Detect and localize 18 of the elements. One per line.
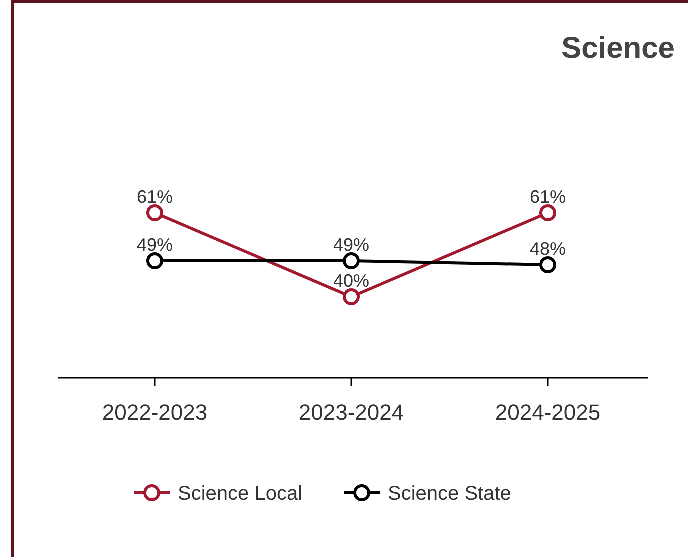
legend-label: Science Local [178,483,303,505]
point [540,256,556,274]
legend-label: Science State [388,483,512,505]
point [343,288,360,306]
data-label: 40% [333,271,370,291]
x-tick-label: 2024-2025 [495,400,601,425]
point [146,252,164,270]
data-label: 61% [530,187,566,207]
x-tick-label: 2023-2024 [298,400,404,425]
point [146,204,164,222]
point [540,204,556,222]
data-label: 48% [530,239,566,259]
data-label: 49% [136,235,174,255]
data-label: 61% [136,187,174,207]
chart-title: Science [562,32,675,65]
x-tick-label: 2022-2023 [102,400,208,425]
data-label: 49% [333,235,370,255]
point [343,252,360,270]
